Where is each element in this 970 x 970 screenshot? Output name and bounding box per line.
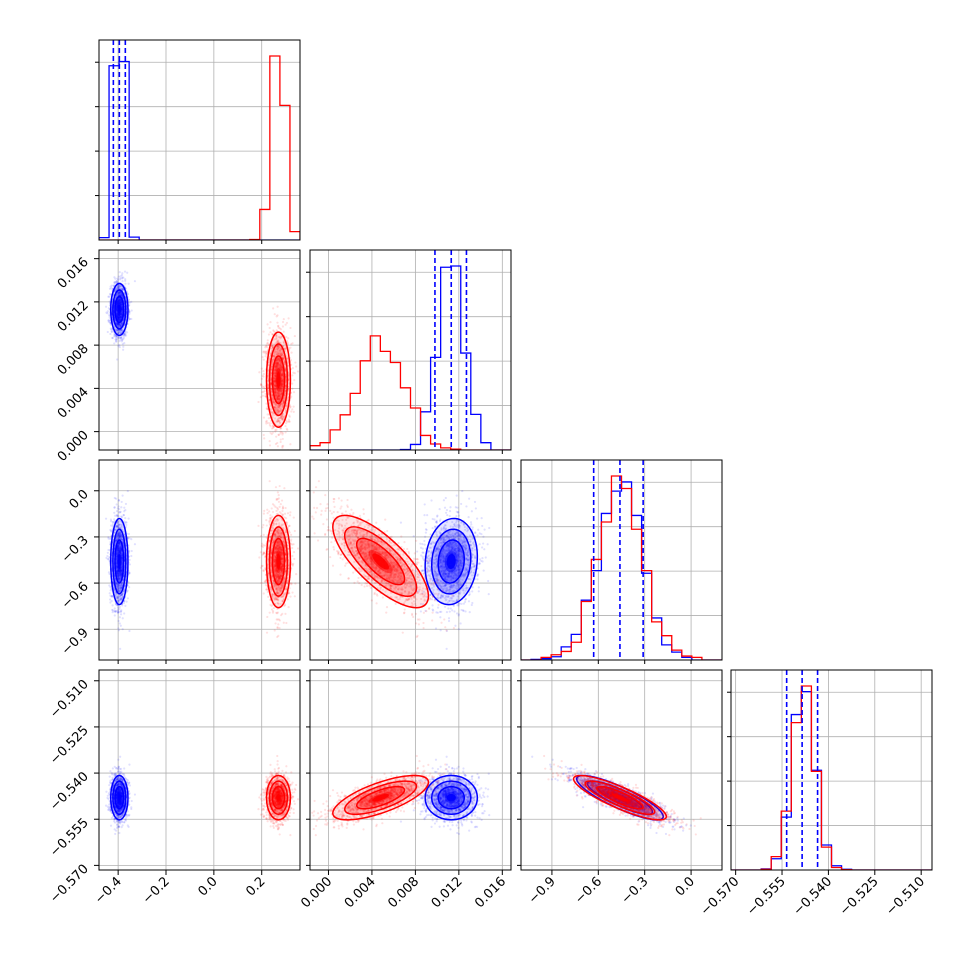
scatter-p1-p3 <box>310 754 491 837</box>
x-tick-label-p1-4: 0.016 <box>472 874 509 911</box>
histogram-series-1-p0 <box>99 55 300 240</box>
scatter-points-series-1-p1-p2 <box>310 480 456 639</box>
panel-frame-3-3 <box>730 669 933 871</box>
y-tick-label-p3-4: −0.510 <box>47 677 92 722</box>
x-tick-label-p0-2: 0.0 <box>195 874 220 899</box>
panel-frame-0-0 <box>98 39 301 241</box>
contours-series-1-p0-p3 <box>265 774 292 821</box>
x-tick-label-p3-3: −0.525 <box>837 874 882 919</box>
scatter-p2-p3 <box>531 754 702 837</box>
y-tick-label-p1-3: 0.012 <box>55 298 92 335</box>
grid-3-0 <box>99 670 300 870</box>
x-tick-label-p0-3: 0.2 <box>243 874 268 899</box>
ticks-1-1 <box>306 271 503 454</box>
y-tick-label-p2-3: 0.0 <box>67 487 92 512</box>
ticks-0-0 <box>95 61 263 244</box>
x-tick-label-p3-0: −0.570 <box>698 874 743 919</box>
y-tick-label-p1-4: 0.016 <box>55 255 92 292</box>
contours-series-0-p1-p3 <box>424 774 479 821</box>
panel-frame-1-1 <box>309 249 512 451</box>
x-tick-label-p2-0: −0.9 <box>526 874 559 907</box>
grid-2-0 <box>99 460 300 660</box>
contours-series-1-p2-p3 <box>572 774 668 821</box>
histogram-p3 <box>731 670 932 870</box>
panel-frame-2-1 <box>309 459 512 661</box>
y-tick-label-p2-2: −0.3 <box>59 533 92 566</box>
y-tick-label-p1-1: 0.004 <box>55 385 92 422</box>
histogram-series-1-p3 <box>731 685 932 870</box>
ticks-1-0: 0.000 0.004 0.008 0.012 0.016 <box>55 255 263 465</box>
ticks-2-2 <box>517 481 692 664</box>
x-tick-label-p2-2: −0.3 <box>619 874 652 907</box>
y-tick-label-p3-3: −0.525 <box>47 723 92 768</box>
contours-series-1-p1-p2 <box>332 514 430 609</box>
grid-2-1 <box>310 460 511 660</box>
histogram-series-1-p1 <box>310 335 511 450</box>
contours-series-0-p0-p1 <box>109 282 129 337</box>
ticks-2-0: −0.9 −0.6 −0.3 0.0 <box>59 487 263 664</box>
contours-series-1-p0-p2 <box>265 514 292 609</box>
x-tick-label-p2-3: 0.0 <box>673 874 698 899</box>
scatter-p0-p3 <box>104 754 300 837</box>
histogram-series-1-p2 <box>521 475 722 660</box>
contours-series-1-p1-p3 <box>332 774 430 821</box>
grid-3-3 <box>731 670 932 870</box>
x-tick-label-p1-3: 0.012 <box>429 874 466 911</box>
panel-frame-3-1 <box>309 669 512 871</box>
histogram-p2 <box>521 460 722 660</box>
y-tick-label-p1-2: 0.008 <box>55 341 92 378</box>
panel-frame-3-2 <box>520 669 723 871</box>
scatter-p1-p2 <box>310 480 491 650</box>
ticks-3-0: −0.4 −0.2 0.0 0.2 −0.570−0.555−0.540−0.525−0… <box>47 677 268 907</box>
x-tick-label-p2-1: −0.6 <box>572 874 605 907</box>
y-tick-label-p1-0: 0.000 <box>55 428 92 465</box>
contours-series-1-p0-p1 <box>265 331 292 429</box>
x-tick-label-p0-0: −0.4 <box>92 874 125 907</box>
y-tick-label-p2-1: −0.6 <box>59 579 92 612</box>
grid-3-2 <box>521 670 722 870</box>
y-tick-label-p2-0: −0.9 <box>59 625 92 658</box>
scatter-p0-p2 <box>104 480 300 650</box>
y-tick-label-p3-1: −0.555 <box>47 815 92 860</box>
x-tick-label-p1-1: 0.004 <box>342 874 379 911</box>
panel-frame-3-0 <box>98 669 301 871</box>
x-tick-label-p0-1: −0.2 <box>140 874 173 907</box>
grid-3-1 <box>310 670 511 870</box>
contours-series-0-p1-p2 <box>424 517 479 606</box>
panel-frame-2-2 <box>520 459 723 661</box>
contours-series-0-p0-p3 <box>109 774 129 821</box>
x-tick-label-p3-4: −0.510 <box>883 874 928 919</box>
x-tick-label-p1-2: 0.008 <box>385 874 422 911</box>
x-tick-label-p1-0: 0.000 <box>298 874 335 911</box>
histogram-series-0-p1 <box>310 265 511 450</box>
histogram-p1 <box>310 250 511 450</box>
contours-series-0-p0-p2 <box>109 517 129 606</box>
ticks-3-3: −0.570 −0.555 −0.540 −0.525 −0.510 <box>698 691 928 919</box>
x-tick-label-p3-2: −0.540 <box>791 874 836 919</box>
grid-0-0 <box>99 40 300 240</box>
panel-frame-1-0 <box>98 249 301 451</box>
y-tick-label-p3-2: −0.540 <box>47 769 92 814</box>
histogram-p0 <box>99 40 300 240</box>
x-tick-label-p3-1: −0.555 <box>744 874 789 919</box>
ticks-2-1 <box>306 490 503 664</box>
panel-frame-2-0 <box>98 459 301 661</box>
scatter-p0-p1 <box>104 270 300 450</box>
y-tick-label-p3-0: −0.570 <box>47 862 92 907</box>
histogram-series-0-p2 <box>521 481 722 660</box>
